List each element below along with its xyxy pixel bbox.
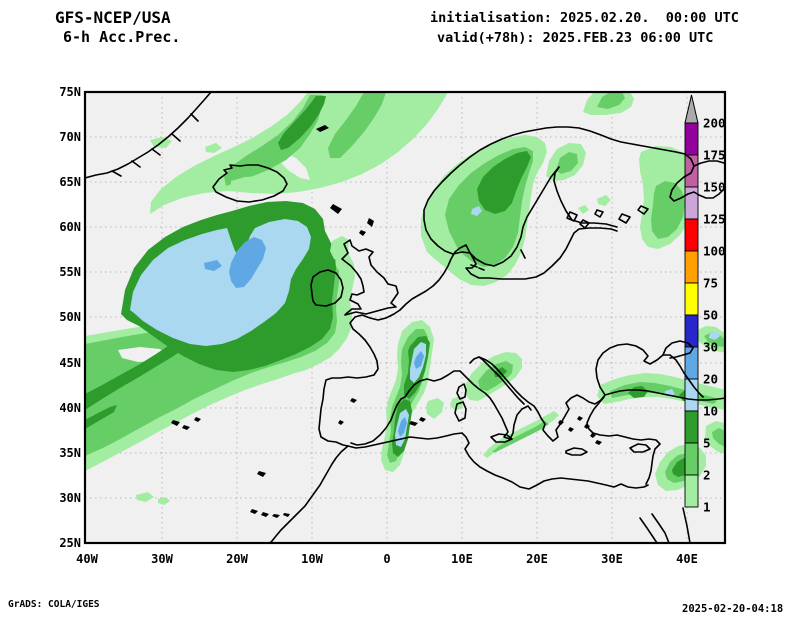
colorbar-level-label: 50	[703, 308, 718, 323]
model-title: GFS-NCEP/USA	[55, 8, 171, 27]
grads-credit-label: GrADS: COLA/IGES	[8, 599, 100, 610]
colorbar-legend: 200 175 150 125 100 75 50 30 20 10 5 2 1	[684, 94, 726, 515]
colorbar-level-label: 1	[703, 500, 711, 515]
latitude-tick-label: 55N	[59, 265, 81, 279]
precipitation-shading	[85, 92, 725, 505]
latitude-tick-label: 50N	[59, 310, 81, 324]
longitude-tick-label: 40E	[676, 552, 698, 566]
longitude-tick-label: 30E	[601, 552, 623, 566]
longitude-tick-label: 10E	[451, 552, 473, 566]
colorbar-level-label: 20	[703, 372, 718, 387]
valid-time-label: valid(+78h): 2025.FEB.23 06:00 UTC	[437, 30, 714, 46]
longitude-tick-label: 20W	[226, 552, 248, 566]
product-title: 6-h Acc.Prec.	[63, 28, 181, 46]
colorbar-level-label: 100	[703, 244, 726, 259]
latitude-tick-label: 25N	[59, 536, 81, 550]
latitude-tick-label: 60N	[59, 220, 81, 234]
colorbar-level-label: 175	[703, 148, 726, 163]
colorbar-level-label: 30	[703, 340, 718, 355]
latitude-tick-label: 35N	[59, 446, 81, 460]
latitude-tick-label: 30N	[59, 491, 81, 505]
longitude-tick-label: 30W	[151, 552, 173, 566]
creation-timestamp-label: 2025-02-20-04:18	[682, 603, 784, 615]
colorbar-level-label: 5	[703, 436, 711, 451]
colorbar-level-label: 2	[703, 468, 711, 483]
colorbar-level-label: 150	[703, 180, 726, 195]
latitude-tick-label: 65N	[59, 175, 81, 189]
latitude-tick-label: 40N	[59, 401, 81, 415]
initialisation-label: initialisation: 2025.02.20. 00:00 UTC	[430, 10, 739, 26]
map-frame	[83, 90, 727, 545]
axis-labels: 40W 30W 20W 10W 0 10E 20E 30E 40E 75N 70N 65N 60N 55N…	[59, 85, 698, 566]
longitude-tick-label: 10W	[301, 552, 323, 566]
colorbar-level-label: 200	[703, 116, 726, 131]
island-marks	[171, 125, 602, 518]
latitude-tick-label: 70N	[59, 130, 81, 144]
longitude-tick-label: 0	[383, 552, 390, 566]
colorbar-level-label: 10	[703, 404, 718, 419]
longitude-tick-label: 20E	[526, 552, 548, 566]
colorbar-level-label: 75	[703, 276, 718, 291]
longitude-tick-label: 40W	[76, 552, 98, 566]
colorbar-level-label: 125	[703, 212, 726, 227]
coastlines	[85, 92, 725, 543]
latitude-tick-label: 45N	[59, 356, 81, 370]
latitude-tick-label: 75N	[59, 85, 81, 99]
